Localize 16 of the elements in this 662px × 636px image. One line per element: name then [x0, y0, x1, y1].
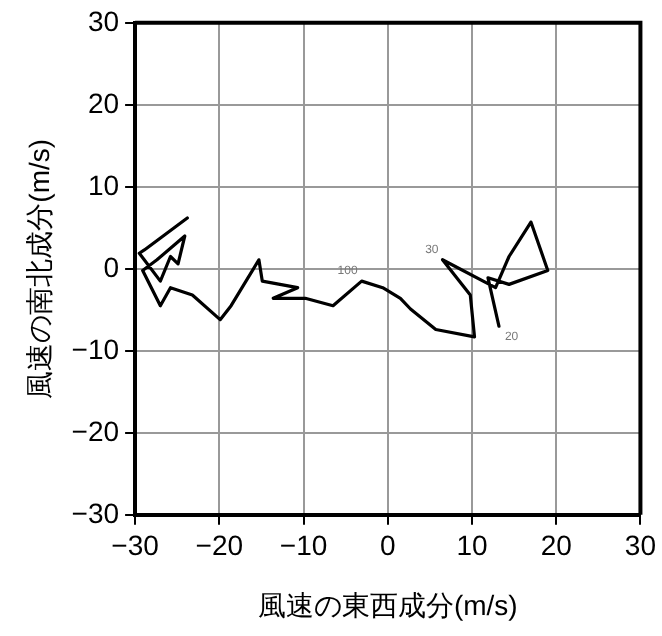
x-tick-label: −30	[111, 529, 160, 562]
x-tick-label: −10	[279, 529, 328, 562]
y-tick-label: 30	[87, 4, 120, 37]
y-tick-label: −20	[71, 414, 120, 447]
y-tick-label: 20	[87, 86, 120, 119]
x-axis-title: 風速の東西成分(m/s)	[257, 588, 518, 621]
x-tick-label: 0	[379, 529, 396, 562]
y-axis-title: 風速の南北成分(m/s)	[22, 138, 55, 399]
x-tick-label: 10	[456, 529, 488, 562]
y-tick-label: 0	[103, 250, 120, 283]
y-tick-label: −10	[71, 332, 120, 365]
x-tick-label: 30	[624, 529, 657, 562]
y-tick-label: 10	[87, 168, 120, 201]
x-tick-label: 20	[540, 529, 573, 562]
x-tick-label: −20	[195, 529, 244, 562]
y-tick-label: −30	[71, 496, 120, 529]
